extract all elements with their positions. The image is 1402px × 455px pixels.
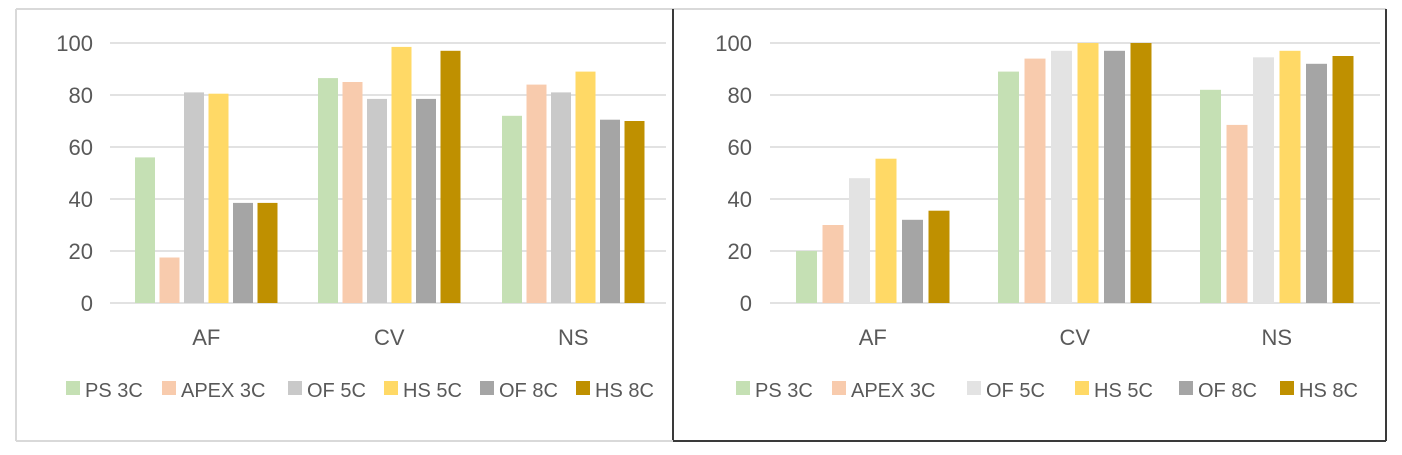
chart-left: 0 20 40 60 80 100 AF CV NS PS 3C APEX 3C OF 5C HS 5C… <box>56 31 666 402</box>
bar-ns-hs-5c <box>1279 50 1301 303</box>
y-tick-label: 0 <box>81 291 93 316</box>
legend-label: HS 8C <box>595 380 654 402</box>
bar-af-of-5c <box>184 92 204 304</box>
bar-af-of-8c <box>902 219 923 303</box>
legend-swatch <box>1075 381 1089 395</box>
y-tick-label: 60 <box>69 135 93 160</box>
bar-cv-of-8c <box>1104 50 1125 303</box>
bar-cv-hs-8c <box>440 50 461 303</box>
bar-af-hs-8c <box>928 210 950 303</box>
y-tick-label: 40 <box>69 187 93 212</box>
bar-cv-ps-3c <box>998 71 1019 303</box>
y-tick-label: 40 <box>728 187 752 212</box>
legend-label: PS 3C <box>85 380 143 402</box>
bar-af-apex-3c <box>159 257 180 303</box>
x-category-label: CV <box>1059 325 1090 350</box>
bar-ns-ps-3c <box>502 115 522 303</box>
legend-swatch <box>66 381 80 395</box>
bar-ns-apex-3c <box>526 84 547 303</box>
x-category-label: NS <box>1261 325 1292 350</box>
legend-swatch <box>832 381 846 395</box>
bar-af-of-8c <box>233 202 253 303</box>
legend-label: OF 8C <box>499 380 558 402</box>
legend-label: OF 8C <box>1198 380 1257 402</box>
legend-label: HS 5C <box>403 380 462 402</box>
bar-ns-ps-3c <box>1200 89 1221 303</box>
legend-swatch <box>162 381 176 395</box>
chart-right: 0 20 40 60 80 100 AF CV NS PS 3C APEX 3C OF 5C HS 5C… <box>715 31 1380 402</box>
bar-cv-of-5c <box>367 98 387 304</box>
y-tick-label: 20 <box>69 239 93 264</box>
x-category-label: CV <box>374 325 405 350</box>
legend-swatch <box>1179 381 1193 395</box>
bar-ns-of-5c <box>551 92 571 304</box>
legend-swatch <box>480 381 494 395</box>
bar-ns-apex-3c <box>1226 124 1248 304</box>
bar-ns-hs-8c <box>624 121 645 303</box>
bar-af-ps-3c <box>796 251 817 303</box>
y-tick-label: 80 <box>728 83 752 108</box>
legend-label: HS 8C <box>1299 380 1358 402</box>
legend-swatch <box>967 381 981 395</box>
legend-label: OF 5C <box>986 380 1045 402</box>
legend-label: APEX 3C <box>181 380 265 402</box>
y-tick-label: 60 <box>728 135 752 160</box>
y-tick-label: 0 <box>740 291 752 316</box>
bar-cv-apex-3c <box>342 82 363 303</box>
bar-cv-hs-8c <box>1130 43 1152 303</box>
bar-ns-of-5c <box>1253 57 1274 303</box>
bar-cv-hs-5c <box>1077 43 1099 303</box>
legend-swatch <box>576 381 590 395</box>
bar-ns-hs-5c <box>575 71 596 303</box>
legend-swatch <box>288 381 302 395</box>
bar-cv-apex-3c <box>1024 58 1046 303</box>
bar-ns-of-8c <box>600 119 620 303</box>
bar-af-hs-8c <box>257 202 278 303</box>
bar-af-hs-5c <box>875 158 897 303</box>
legend-label: PS 3C <box>755 380 813 402</box>
bar-af-of-5c <box>849 178 870 303</box>
x-category-label: AF <box>192 325 220 350</box>
legend-swatch <box>384 381 398 395</box>
x-category-label: NS <box>558 325 589 350</box>
y-tick-label: 100 <box>715 31 752 56</box>
bar-cv-ps-3c <box>318 78 338 303</box>
y-tick-label: 80 <box>69 83 93 108</box>
bar-af-ps-3c <box>135 157 155 303</box>
legend-label: OF 5C <box>307 380 366 402</box>
bar-ns-of-8c <box>1306 63 1327 303</box>
bar-cv-hs-5c <box>391 46 412 304</box>
y-tick-label: 20 <box>728 239 752 264</box>
legend-swatch <box>736 381 750 395</box>
bar-af-apex-3c <box>822 225 844 303</box>
bar-cv-of-5c <box>1051 50 1072 303</box>
legend-label: HS 5C <box>1094 380 1153 402</box>
bar-cv-of-8c <box>416 98 436 304</box>
bar-ns-hs-8c <box>1332 56 1354 303</box>
legend-swatch <box>1280 381 1294 395</box>
legend-label: APEX 3C <box>851 380 935 402</box>
x-category-label: AF <box>859 325 887 350</box>
bar-af-hs-5c <box>208 93 229 303</box>
y-tick-label: 100 <box>56 31 93 56</box>
